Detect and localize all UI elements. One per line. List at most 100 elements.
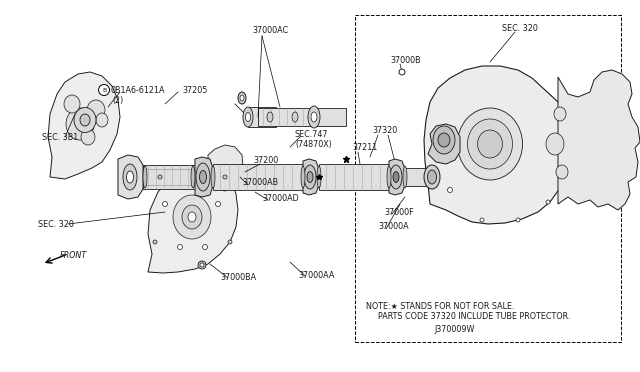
Ellipse shape <box>399 69 405 75</box>
Ellipse shape <box>158 175 162 179</box>
Text: 37000BA: 37000BA <box>220 273 256 282</box>
Ellipse shape <box>198 261 206 269</box>
Bar <box>319 164 389 190</box>
Ellipse shape <box>301 166 305 188</box>
Ellipse shape <box>143 166 147 188</box>
Ellipse shape <box>202 244 207 250</box>
Ellipse shape <box>243 107 253 127</box>
Ellipse shape <box>390 165 402 189</box>
Bar <box>405 168 430 186</box>
Ellipse shape <box>96 113 108 127</box>
Polygon shape <box>428 124 460 164</box>
Ellipse shape <box>153 240 157 244</box>
Text: 37205: 37205 <box>182 86 207 94</box>
Bar <box>314 108 346 126</box>
Ellipse shape <box>74 108 96 132</box>
Polygon shape <box>148 167 238 273</box>
Ellipse shape <box>196 163 210 191</box>
Ellipse shape <box>80 114 90 126</box>
Polygon shape <box>424 66 572 224</box>
Text: B: B <box>102 87 106 93</box>
Ellipse shape <box>428 170 436 184</box>
Ellipse shape <box>307 171 313 183</box>
Bar <box>258 108 313 126</box>
Polygon shape <box>118 155 143 199</box>
Ellipse shape <box>177 244 182 250</box>
Ellipse shape <box>200 263 204 267</box>
Ellipse shape <box>317 166 321 188</box>
Ellipse shape <box>480 218 484 222</box>
Ellipse shape <box>228 240 232 244</box>
Ellipse shape <box>556 165 568 179</box>
Text: 37000F: 37000F <box>384 208 413 217</box>
Ellipse shape <box>66 108 94 140</box>
Bar <box>143 165 195 189</box>
Ellipse shape <box>188 212 196 222</box>
Ellipse shape <box>546 200 550 204</box>
Ellipse shape <box>304 165 316 189</box>
Ellipse shape <box>182 205 202 229</box>
Text: 37000AC: 37000AC <box>252 26 288 35</box>
Ellipse shape <box>238 92 246 104</box>
Ellipse shape <box>311 112 317 122</box>
Ellipse shape <box>308 106 320 128</box>
Ellipse shape <box>127 171 134 183</box>
Ellipse shape <box>216 202 221 206</box>
Ellipse shape <box>191 166 195 188</box>
Polygon shape <box>389 159 405 195</box>
Ellipse shape <box>438 133 450 147</box>
Ellipse shape <box>173 195 211 239</box>
Text: 37000A: 37000A <box>378 221 408 231</box>
Ellipse shape <box>292 112 298 122</box>
Circle shape <box>99 84 109 96</box>
Text: J370009W: J370009W <box>434 325 474 334</box>
Polygon shape <box>48 72 120 179</box>
Ellipse shape <box>516 218 520 222</box>
Ellipse shape <box>447 187 452 192</box>
Text: 37000AD: 37000AD <box>262 193 299 202</box>
Text: 37200: 37200 <box>253 155 278 164</box>
Ellipse shape <box>477 130 502 158</box>
Polygon shape <box>303 159 319 195</box>
Text: SEC. 3B1: SEC. 3B1 <box>42 132 78 141</box>
Text: SEC.747: SEC.747 <box>295 129 328 138</box>
Ellipse shape <box>393 171 399 183</box>
Text: 37211: 37211 <box>352 142 377 151</box>
Ellipse shape <box>403 166 407 188</box>
Ellipse shape <box>123 164 137 190</box>
Polygon shape <box>195 157 213 197</box>
Ellipse shape <box>387 166 391 188</box>
Ellipse shape <box>246 112 250 122</box>
Ellipse shape <box>267 112 273 122</box>
Bar <box>213 164 303 190</box>
Text: 37000AA: 37000AA <box>298 272 334 280</box>
Bar <box>248 107 276 127</box>
Ellipse shape <box>200 170 207 183</box>
Text: (2): (2) <box>112 96 124 105</box>
Ellipse shape <box>433 126 455 154</box>
Text: SEC. 320: SEC. 320 <box>502 23 538 32</box>
Text: FRONT: FRONT <box>60 251 87 260</box>
Text: 37000AB: 37000AB <box>242 177 278 186</box>
Ellipse shape <box>163 202 168 206</box>
Ellipse shape <box>458 108 522 180</box>
Bar <box>355 15 621 342</box>
Ellipse shape <box>554 107 566 121</box>
Text: 37320: 37320 <box>372 125 397 135</box>
Text: 0B1A6-6121A: 0B1A6-6121A <box>110 86 164 94</box>
Text: 37000B: 37000B <box>390 55 420 64</box>
Ellipse shape <box>546 133 564 155</box>
Ellipse shape <box>467 119 513 169</box>
Ellipse shape <box>211 166 215 188</box>
Ellipse shape <box>223 175 227 179</box>
Ellipse shape <box>424 165 440 189</box>
Polygon shape <box>208 145 243 191</box>
Text: SEC. 320: SEC. 320 <box>38 219 74 228</box>
Text: NOTE:★ STANDS FOR NOT FOR SALE.: NOTE:★ STANDS FOR NOT FOR SALE. <box>366 302 515 311</box>
Text: PARTS CODE 37320 INCLUDE TUBE PROTECTOR.: PARTS CODE 37320 INCLUDE TUBE PROTECTOR. <box>378 312 570 321</box>
Ellipse shape <box>240 95 244 101</box>
Text: (74870X): (74870X) <box>295 140 332 148</box>
Ellipse shape <box>64 95 80 113</box>
Ellipse shape <box>87 100 105 120</box>
Polygon shape <box>558 70 640 210</box>
